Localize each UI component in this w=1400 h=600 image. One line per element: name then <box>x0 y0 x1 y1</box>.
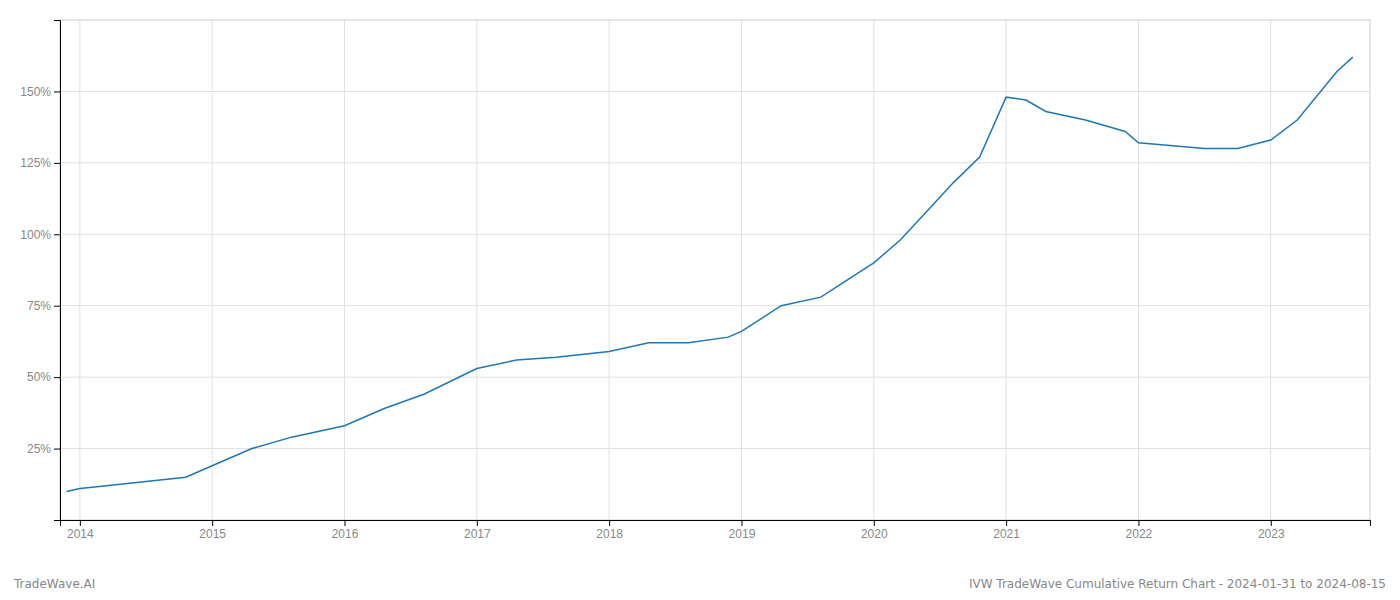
tick-mark <box>477 520 478 526</box>
tick: 2019 <box>729 520 756 541</box>
tick-mark <box>54 449 60 450</box>
grid-line-y <box>60 162 1370 163</box>
x-axis: 2014 2015 2016 2017 2018 2019 2020 2021 2022 2023 <box>61 520 1371 541</box>
tick-mark <box>741 520 742 526</box>
title: IVW TradeWave Cumulative Return Chart - … <box>969 577 1386 591</box>
line <box>67 57 1353 491</box>
grid-line-y <box>60 91 1370 92</box>
axis-line <box>54 21 61 521</box>
tick: 75% <box>27 299 60 313</box>
tick: 150% <box>20 85 60 99</box>
tick: 2018 <box>596 520 623 541</box>
tick-mark <box>54 306 60 307</box>
tick-label: 2022 <box>1126 527 1153 541</box>
tick-mark <box>1271 520 1272 526</box>
tick: 2020 <box>861 520 888 541</box>
tick-mark <box>1138 520 1139 526</box>
grid-line-y <box>60 448 1370 449</box>
grid-line-x <box>79 20 80 520</box>
grid <box>60 20 1370 520</box>
tick-label: 2015 <box>199 527 226 541</box>
y-axis: 25% 50% 75% 100% 125% 150% <box>20 21 60 521</box>
grid-line-y <box>60 234 1370 235</box>
tick-label: 100% <box>20 228 51 242</box>
axis-line <box>61 521 1371 527</box>
grid-line-x <box>609 20 610 520</box>
tick-label: 75% <box>27 299 51 313</box>
grid-line-x <box>1138 20 1139 520</box>
tick: 100% <box>20 228 60 242</box>
grid-line-x <box>1270 20 1271 520</box>
tick-mark <box>54 163 60 164</box>
tick-mark <box>874 520 875 526</box>
tick-label: 2019 <box>729 527 756 541</box>
grid-line-x <box>212 20 213 520</box>
chart: 2014 2015 2016 2017 2018 2019 2020 2021 2022 2023… <box>0 0 1400 600</box>
tick-label: 50% <box>27 370 51 384</box>
tick-label: 150% <box>20 85 51 99</box>
tick-mark <box>54 234 60 235</box>
tick-mark <box>80 520 81 526</box>
tick-label: 2017 <box>464 527 491 541</box>
grid-line-x <box>1006 20 1007 520</box>
tick: 50% <box>27 370 60 384</box>
tick: 2022 <box>1126 520 1153 541</box>
tick: 2015 <box>199 520 226 541</box>
tick-label: 125% <box>20 156 51 170</box>
tick-label: 25% <box>27 442 51 456</box>
grid-line-x <box>344 20 345 520</box>
grid-line-x <box>873 20 874 520</box>
tick-label: 2020 <box>861 527 888 541</box>
marks <box>67 57 1353 491</box>
grid-line-y <box>60 305 1370 306</box>
tick-mark <box>609 520 610 526</box>
watermark: TradeWave.AI <box>13 577 95 591</box>
plot: 2014 2015 2016 2017 2018 2019 2020 2021 2022 2023… <box>20 20 1370 541</box>
tick: 2014 <box>67 520 94 541</box>
tick: 2021 <box>993 520 1020 541</box>
tick: 2023 <box>1258 520 1285 541</box>
tick: 25% <box>27 442 60 456</box>
tick-mark <box>344 520 345 526</box>
grid-line-y <box>60 377 1370 378</box>
grid-line-x <box>741 20 742 520</box>
tick: 2017 <box>464 520 491 541</box>
tick-label: 2018 <box>596 527 623 541</box>
tick-mark <box>1006 520 1007 526</box>
grid-line-x <box>476 20 477 520</box>
tick-label: 2016 <box>332 527 359 541</box>
tick-mark <box>54 91 60 92</box>
tick: 2016 <box>332 520 359 541</box>
tick-label: 2021 <box>993 527 1020 541</box>
plot-frame <box>60 20 1370 520</box>
tick: 125% <box>20 156 60 170</box>
tick-mark <box>54 377 60 378</box>
tick-label: 2014 <box>67 527 94 541</box>
tick-mark <box>212 520 213 526</box>
tick-label: 2023 <box>1258 527 1285 541</box>
